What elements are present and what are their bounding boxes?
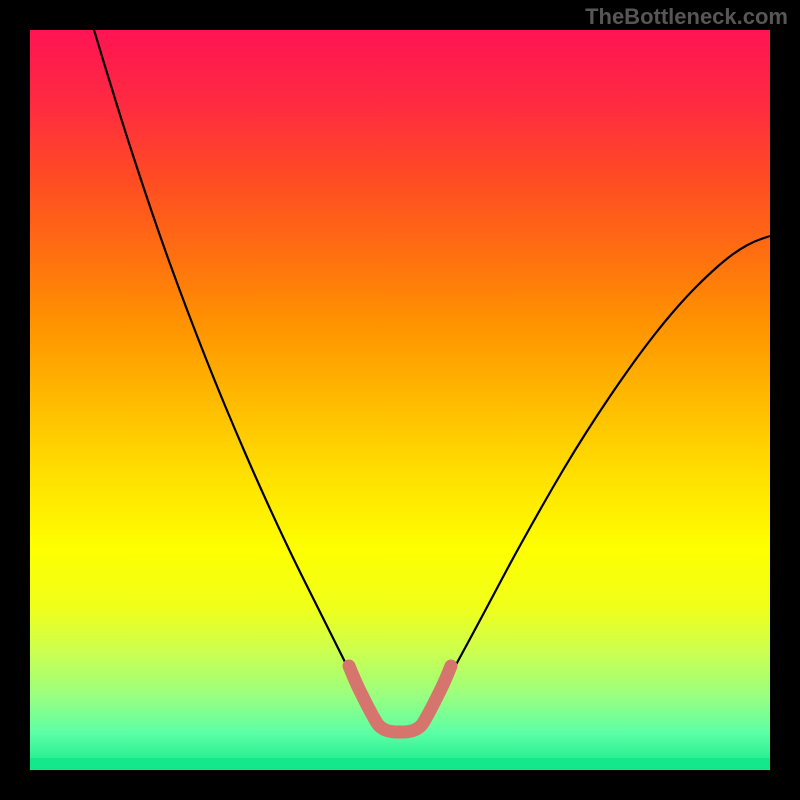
chart-container: TheBottleneck.com [0, 0, 800, 800]
bottleneck-chart [0, 0, 800, 800]
watermark-text: TheBottleneck.com [585, 4, 788, 30]
